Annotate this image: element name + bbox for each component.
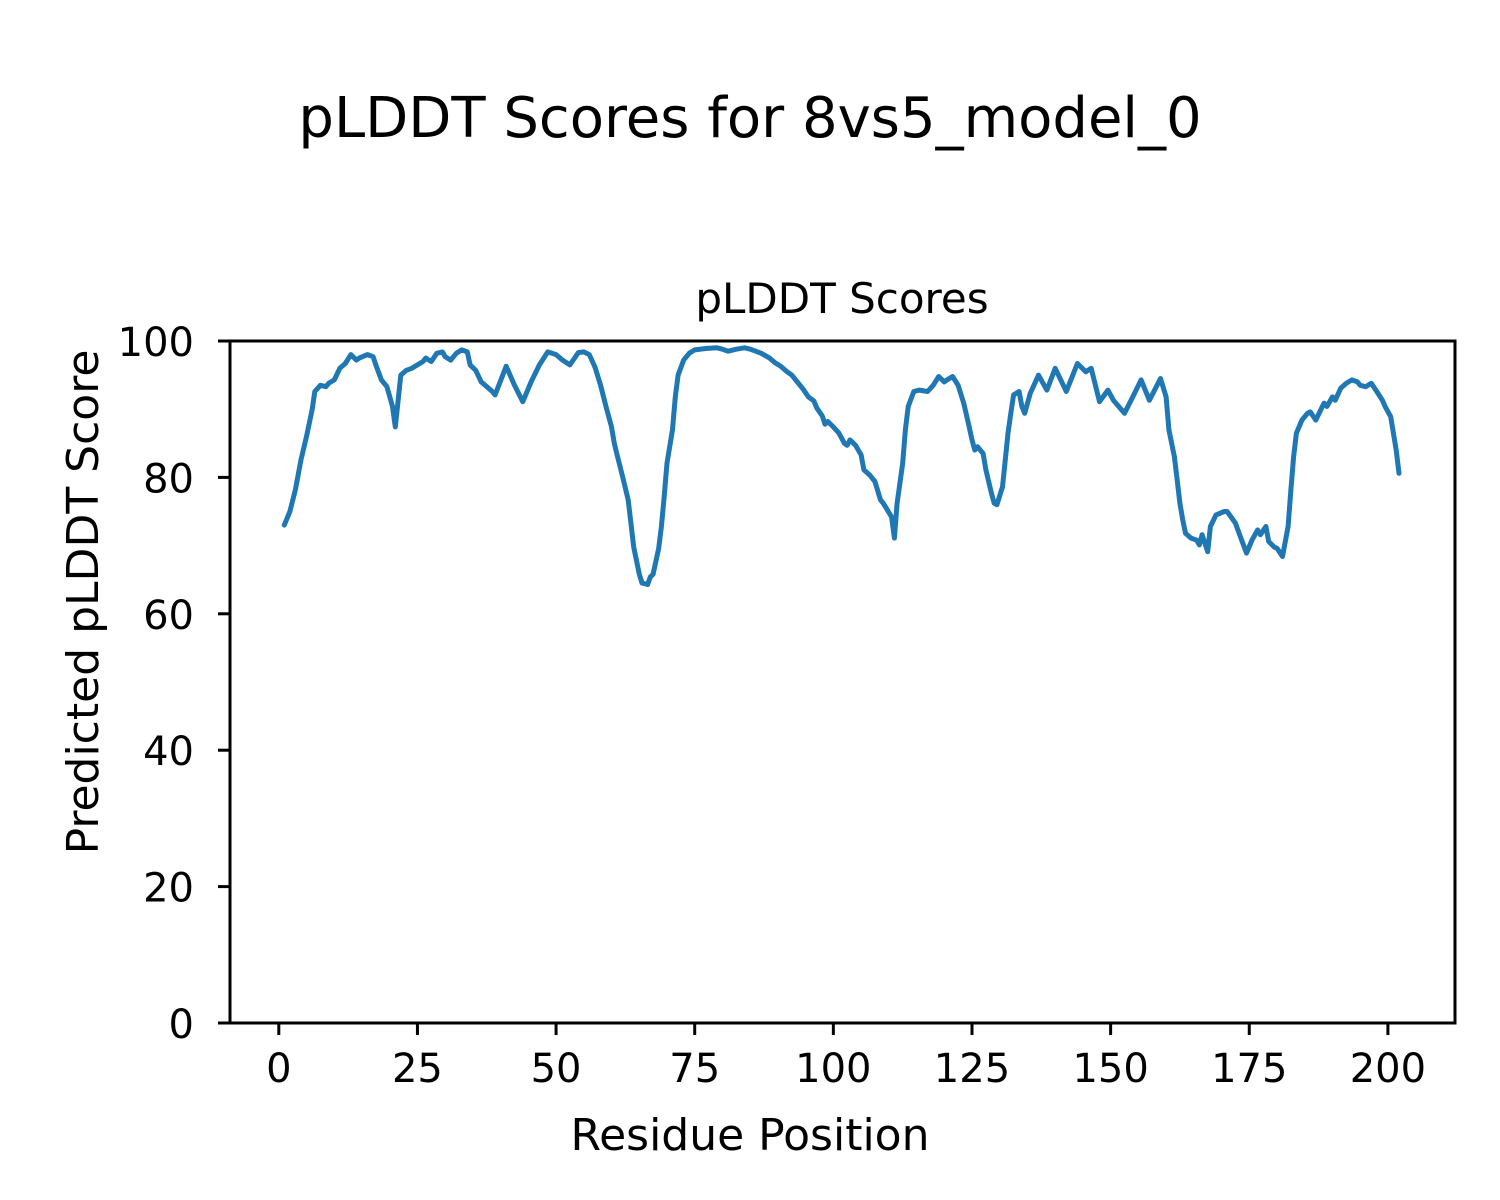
x-tick-label: 200 [1350, 1046, 1426, 1092]
x-tick-label: 125 [934, 1046, 1010, 1092]
x-tick-label: 175 [1211, 1046, 1287, 1092]
axes-frame [228, 339, 1457, 1025]
figure-suptitle: pLDDT Scores for 8vs5_model_0 [298, 86, 1201, 151]
y-axis-label: Predicted pLDDT Score [58, 350, 109, 855]
y-tick-label: 20 [143, 866, 194, 912]
y-tick-label: 80 [143, 456, 194, 502]
x-tick-label: 25 [392, 1046, 443, 1092]
y-tick-label: 0 [169, 1002, 194, 1048]
x-tick-label: 50 [531, 1046, 582, 1092]
x-tick-label: 100 [795, 1046, 871, 1092]
y-tick-label: 100 [118, 320, 194, 366]
y-tick-label: 60 [143, 593, 194, 639]
x-tick-label: 0 [266, 1046, 291, 1092]
y-tick-label: 40 [143, 729, 194, 775]
x-axis-label: Residue Position [570, 1110, 929, 1161]
x-tick-label: 150 [1072, 1046, 1148, 1092]
axes-title: pLDDT Scores [695, 274, 988, 323]
plddt-score-line [281, 345, 1402, 587]
x-tick-label: 75 [669, 1046, 720, 1092]
y-axis-ticks: 0 20 40 60 80 100 [118, 320, 230, 1048]
x-axis-ticks: 0 25 50 75 100 125 150 175 200 [266, 1023, 1426, 1092]
